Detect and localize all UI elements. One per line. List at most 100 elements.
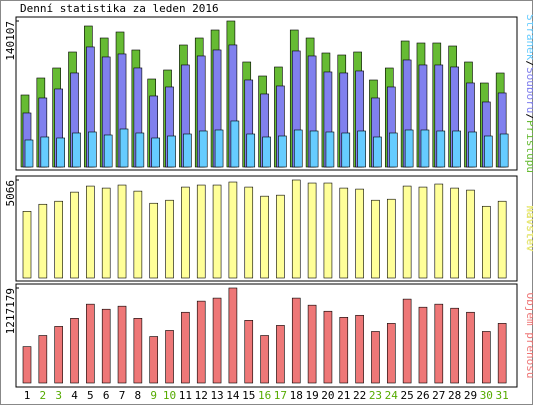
x-tick-label: 6 [103,389,110,402]
x-tick-label: 23 [369,389,382,402]
bar [54,326,63,384]
bar [38,203,48,279]
bar [386,323,396,384]
x-tick-label: 3 [55,389,62,402]
x-tick-label: 2 [40,389,47,402]
bar [434,303,444,384]
bar [228,181,238,279]
x-tick-label: 18 [290,389,303,402]
bar [452,130,461,168]
bar [323,182,333,279]
x-tick-label: 24 [385,389,399,402]
x-tick-label: 15 [242,389,255,402]
bar [86,303,95,384]
bar [482,331,491,384]
bar [450,307,459,384]
legend: Návštěv [524,205,533,252]
bar [165,199,174,279]
bar [497,200,507,279]
bar [260,335,269,384]
bar [119,128,129,168]
bar [418,306,428,384]
bar [339,317,349,384]
bar [291,179,301,279]
bar [309,130,319,168]
bar [482,205,491,279]
legend-entry: Objem přenosu [524,292,533,378]
bar [117,305,127,384]
bar [212,184,222,279]
bar [323,310,333,384]
y-tick-label: 5066 [4,180,17,207]
bar [468,131,477,168]
bar [54,200,63,279]
legend-entry: Souborů [524,67,533,113]
bar [499,133,509,168]
x-tick-label: 14 [226,389,240,402]
legend-separator: / [524,60,533,67]
x-tick-label: 4 [71,389,78,402]
bar [402,185,412,279]
x-tick-label: 28 [448,389,461,402]
bar [371,199,380,279]
bar [38,335,48,384]
bar [133,318,143,384]
x-tick-label: 21 [337,389,350,402]
bar [466,189,475,279]
bar [420,129,430,168]
legend-entry: Přístupů [524,120,533,173]
bar [386,198,396,279]
bar [117,184,127,279]
bar [24,139,34,168]
y-tick-label: 1217179 [4,288,17,334]
bar [103,134,113,168]
bar [307,182,317,279]
bar [276,194,285,279]
x-tick-label: 19 [305,389,318,402]
bar [497,323,507,384]
y-tick-label: 140107 [4,21,17,61]
bar [149,202,159,279]
bar [198,130,208,168]
bar [436,130,446,168]
bar [181,186,190,279]
bar [196,184,206,279]
bar [183,133,192,168]
x-tick-label: 9 [150,389,157,402]
bar [276,325,285,384]
bar [56,137,65,168]
bar [70,318,79,384]
x-tick-label: 16 [258,389,271,402]
legend-entry: Návštěv [524,205,533,252]
bar [212,297,222,384]
bar [101,187,111,279]
bar [260,195,269,279]
bar [22,211,32,279]
bar [339,187,349,279]
x-tick-label: 27 [432,389,445,402]
legend-entry: Stránek [524,14,533,61]
bar [244,320,254,384]
x-tick-label: 26 [416,389,429,402]
bar [133,190,143,279]
x-tick-label: 17 [274,389,287,402]
bar [404,129,414,168]
bar [72,132,81,168]
bar [214,129,224,168]
bar [402,298,412,384]
x-tick-label: 11 [179,389,192,402]
bar [167,135,176,168]
bar [418,186,428,279]
legend: Stránek/Souborů/Přístupů [524,14,533,173]
bar [434,183,444,279]
x-tick-label: 22 [353,389,366,402]
bar [341,132,351,168]
bar [246,133,256,168]
bar [135,132,145,168]
bar [70,191,79,279]
bar [22,346,32,384]
bar [291,297,301,384]
bar [149,336,159,384]
bar [262,136,271,168]
